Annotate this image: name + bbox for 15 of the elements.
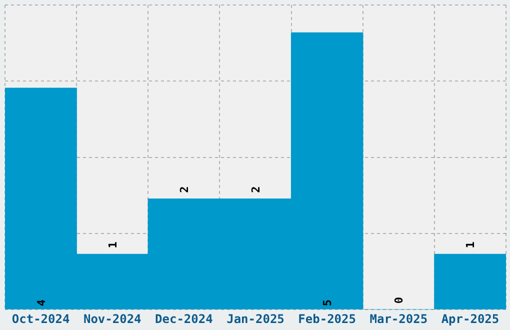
data-label: 1 — [464, 241, 478, 248]
data-label: 0 — [392, 296, 406, 304]
x-tick-label: Jan-2025 — [226, 312, 284, 326]
data-label: 2 — [178, 186, 191, 193]
x-tick-label: Apr-2025 — [441, 312, 500, 326]
data-label: 1 — [106, 241, 120, 248]
x-tick-label: Feb-2025 — [298, 312, 356, 326]
x-tick-label: Nov-2024 — [83, 312, 142, 326]
x-tick-label: Dec-2024 — [155, 312, 213, 326]
x-tick-label: Mar-2025 — [370, 312, 428, 326]
data-label: 5 — [321, 299, 334, 306]
bar — [434, 254, 506, 310]
x-tick-label: Oct-2024 — [12, 312, 70, 326]
data-label: 2 — [250, 186, 262, 193]
data-label: 4 — [34, 299, 48, 306]
